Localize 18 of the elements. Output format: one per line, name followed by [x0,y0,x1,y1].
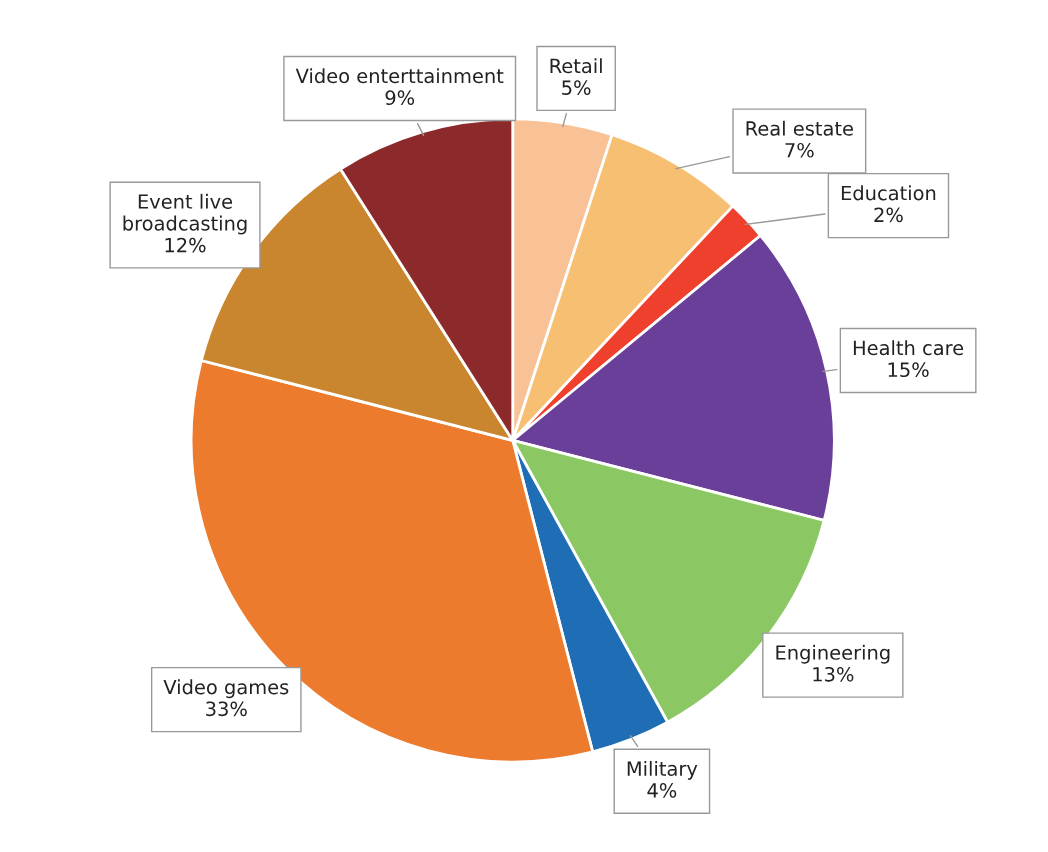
data-label: 2% [874,207,903,223]
slice-label: Education [841,185,936,201]
slice-label: Health care [853,340,964,356]
slice-label: Military [627,760,698,780]
slice-label: Engineering [776,644,890,664]
slice-label: Video games [163,679,289,699]
data-label: 15% [888,362,929,378]
slice-label: Video enterttainment [295,68,504,84]
slice-label: Real estate [746,120,853,136]
data-label: 12% [165,237,206,253]
data-label: 4% [647,783,677,798]
slice-label: Event live broadcasting [123,193,247,235]
data-label: 7% [785,142,814,158]
data-label: 5% [562,80,591,95]
slice-label: Retail [550,58,602,74]
data-label: 13% [813,666,854,682]
data-label: 9% [385,90,415,106]
data-label: 33% [206,701,247,717]
